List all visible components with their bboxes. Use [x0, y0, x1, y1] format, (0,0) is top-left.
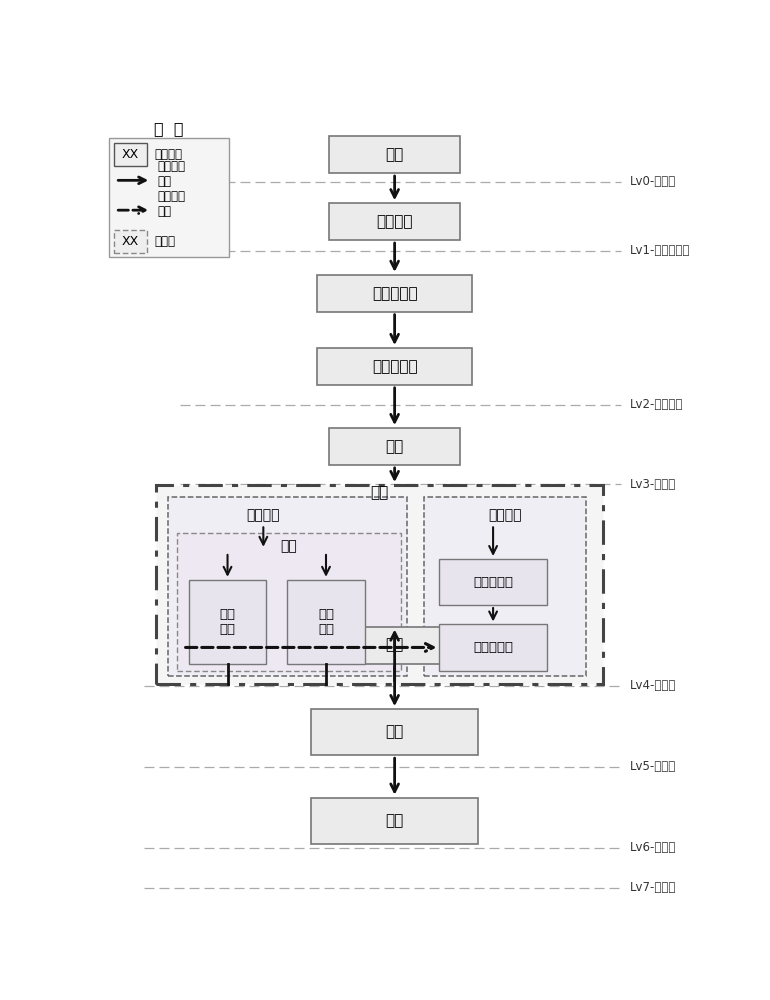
- Text: 虚节点: 虚节点: [154, 235, 175, 248]
- Text: 连接器插头: 连接器插头: [473, 576, 513, 588]
- Bar: [317, 348, 472, 385]
- Text: Lv1-飞机系统级: Lv1-飞机系统级: [631, 244, 691, 257]
- Text: Lv7-参数级: Lv7-参数级: [631, 881, 677, 894]
- Text: 消息: 消息: [386, 638, 403, 653]
- Bar: [329, 203, 460, 240]
- Bar: [189, 580, 266, 664]
- Text: Lv0-飞机级: Lv0-飞机级: [631, 175, 677, 188]
- Text: 端口: 端口: [280, 539, 297, 553]
- Text: 图  例: 图 例: [154, 121, 184, 136]
- Text: 飞机系统: 飞机系统: [377, 214, 413, 229]
- Bar: [168, 497, 407, 676]
- Text: 信号: 信号: [386, 725, 403, 740]
- Bar: [440, 624, 547, 671]
- Text: 设备: 设备: [386, 439, 403, 454]
- Bar: [156, 485, 604, 684]
- Text: Lv3-设备级: Lv3-设备级: [631, 478, 677, 491]
- Bar: [424, 497, 586, 676]
- Bar: [317, 275, 472, 312]
- Text: 参数: 参数: [386, 813, 403, 828]
- Bar: [177, 533, 400, 671]
- Bar: [329, 136, 460, 173]
- Text: XX: XX: [122, 148, 139, 161]
- Bar: [114, 230, 147, 253]
- Bar: [440, 559, 547, 605]
- Text: 数据条目: 数据条目: [154, 148, 182, 161]
- Text: 一般子系统: 一般子系统: [372, 286, 417, 301]
- Bar: [311, 709, 478, 755]
- Text: 基本子系统: 基本子系统: [372, 359, 417, 374]
- Bar: [338, 627, 451, 664]
- Text: XX: XX: [122, 235, 139, 248]
- Text: 通道: 通道: [370, 485, 389, 500]
- Text: Lv5-消息级: Lv5-消息级: [631, 760, 677, 773]
- Bar: [311, 798, 478, 844]
- Text: Lv6-信号级: Lv6-信号级: [631, 841, 677, 854]
- Text: 物理属性: 物理属性: [488, 508, 522, 522]
- Bar: [287, 580, 365, 664]
- Text: 一般
端口: 一般 端口: [318, 608, 334, 636]
- Bar: [329, 428, 460, 465]
- Text: 逻辑属性: 逻辑属性: [246, 508, 280, 522]
- Text: 连接器针脚: 连接器针脚: [473, 641, 513, 654]
- Text: Lv4-通道级: Lv4-通道级: [631, 679, 677, 692]
- Text: 逻辑父子
关系: 逻辑父子 关系: [157, 160, 185, 188]
- Bar: [109, 138, 229, 257]
- Text: 简单
端口: 简单 端口: [219, 608, 236, 636]
- Text: 表单引用
关系: 表单引用 关系: [157, 190, 185, 218]
- Text: 飞机: 飞机: [386, 147, 403, 162]
- Text: Lv2-子系统级: Lv2-子系统级: [631, 398, 684, 411]
- Bar: [114, 143, 147, 166]
